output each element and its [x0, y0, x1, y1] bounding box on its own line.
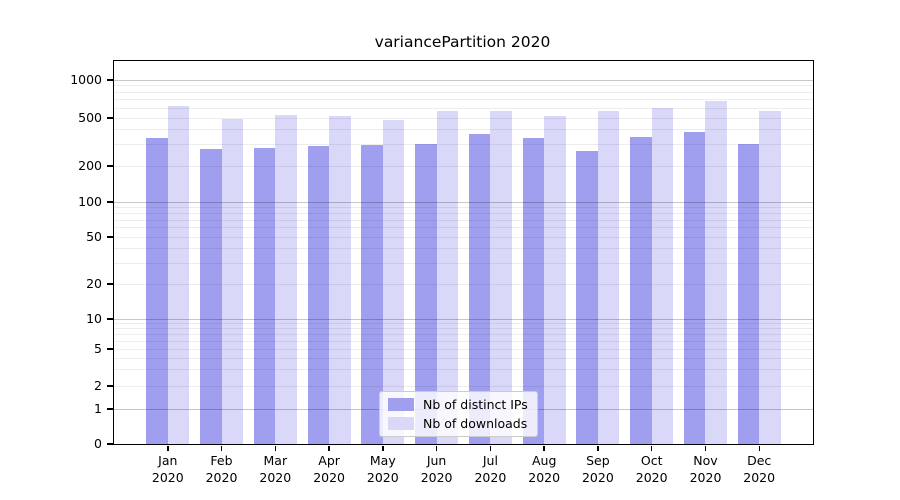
x-tick-label-dec: Dec 2020 — [743, 453, 776, 485]
x-tick-mark — [489, 445, 492, 451]
y-tick-mark — [106, 236, 113, 238]
gridline-major — [114, 79, 813, 81]
y-tick-mark — [106, 283, 113, 285]
chart-title: variancePartition 2020 — [374, 33, 551, 51]
bar-downloads-aug — [544, 116, 566, 444]
y-tick-mark — [106, 117, 113, 119]
x-tick-label-mar: Mar 2020 — [259, 453, 292, 485]
gridline-minor — [114, 99, 813, 101]
y-tick-label: 10 — [86, 311, 102, 326]
x-tick-label-apr: Apr 2020 — [313, 453, 345, 485]
legend-swatch-ips — [388, 398, 414, 411]
x-tick-mark — [328, 445, 330, 451]
x-tick-label-jan: Jan 2020 — [151, 453, 184, 485]
x-tick-label-nov: Nov 2020 — [689, 453, 722, 485]
bar-ips-may — [361, 145, 383, 444]
bar-downloads-mar — [275, 115, 297, 444]
y-tick-label: 20 — [86, 276, 102, 291]
bar-ips-dec — [737, 143, 760, 444]
bar-downloads-oct — [651, 108, 674, 444]
legend-swatch-downloads — [388, 417, 414, 430]
x-tick-mark — [382, 445, 384, 451]
bar-ips-mar — [253, 148, 276, 444]
plot-area: Nb of distinct IPs Nb of downloads 0 1 2 5 1… — [70, 60, 814, 485]
gridline-minor — [114, 85, 813, 87]
y-tick-label: 2 — [94, 378, 102, 393]
y-tick-mark — [106, 79, 113, 81]
x-tick-label-jun: Jun 2020 — [420, 453, 453, 485]
bar-downloads-may — [382, 120, 405, 444]
bar-downloads-apr — [329, 116, 351, 444]
x-tick-mark — [597, 445, 599, 451]
x-tick-label-may: May 2020 — [366, 453, 399, 485]
bar-ips-nov — [683, 132, 706, 444]
bar-ips-oct — [630, 137, 652, 444]
bar-downloads-dec — [759, 111, 781, 444]
y-tick-mark — [106, 408, 113, 410]
y-tick-mark — [106, 348, 113, 350]
y-tick-label: 500 — [78, 110, 102, 125]
bar-ips-jul — [468, 133, 491, 444]
bar-ips-feb — [200, 149, 222, 444]
x-tick-mark — [220, 445, 223, 451]
x-tick-mark — [543, 445, 545, 451]
bar-downloads-jul — [490, 110, 512, 444]
x-tick-label-feb: Feb 2020 — [205, 453, 238, 485]
x-tick-mark — [274, 445, 277, 451]
bar-ips-jun — [415, 144, 437, 444]
x-tick-mark — [758, 445, 760, 451]
y-tick-label: 1000 — [70, 72, 102, 87]
y-tick-mark — [106, 385, 113, 387]
x-tick-label-oct: Oct 2020 — [635, 453, 668, 485]
y-tick-label: 0 — [94, 436, 102, 451]
y-tick-label: 100 — [78, 194, 102, 209]
legend: Nb of distinct IPs Nb of downloads — [379, 391, 538, 437]
bar-ips-sep — [576, 151, 598, 444]
y-tick-mark — [106, 443, 113, 445]
bar-ips-aug — [522, 138, 545, 444]
legend-entry-ips: Nb of distinct IPs — [388, 397, 528, 412]
bar-downloads-sep — [597, 111, 620, 444]
x-tick-label-sep: Sep 2020 — [581, 453, 614, 485]
x-tick-mark — [435, 445, 438, 451]
x-tick-label-aug: Aug 2020 — [528, 453, 561, 485]
gridline-minor — [114, 91, 813, 93]
y-tick-mark — [106, 318, 113, 320]
y-tick-label: 50 — [86, 229, 102, 244]
legend-label-downloads: Nb of downloads — [423, 416, 528, 431]
bar-downloads-jan — [167, 106, 190, 444]
y-tick-label: 1 — [94, 401, 102, 416]
bar-ips-apr — [307, 146, 330, 444]
y-tick-mark — [106, 165, 113, 167]
legend-label-ips: Nb of distinct IPs — [423, 397, 528, 412]
x-tick-mark — [650, 445, 653, 451]
y-tick-mark — [106, 201, 113, 203]
y-tick-label: 5 — [94, 341, 102, 356]
bar-downloads-nov — [705, 101, 727, 444]
bar-downloads-jun — [436, 111, 459, 444]
bar-downloads-feb — [221, 118, 244, 444]
x-tick-label-jul: Jul 2020 — [474, 453, 507, 485]
y-tick-label: 200 — [78, 158, 102, 173]
x-tick-mark — [704, 445, 707, 451]
x-tick-mark — [167, 445, 169, 451]
bar-ips-jan — [146, 138, 168, 444]
legend-entry-downloads: Nb of downloads — [388, 416, 528, 431]
